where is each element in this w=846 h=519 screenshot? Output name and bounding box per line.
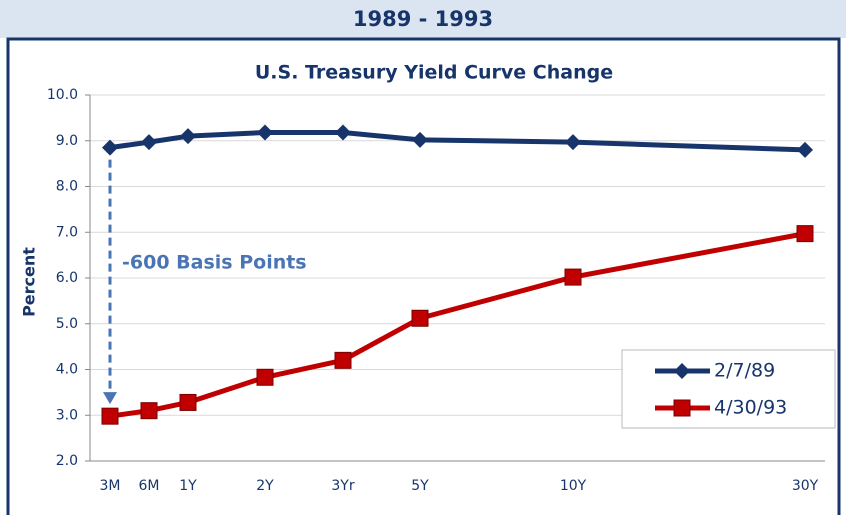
plot: 2.0 3.0 4.0 5.0 6.0 7.0 8.0 9.0 10.0 3M 6M 1Y 2Y 3Yr 5… [47,87,825,494]
legend-box [621,349,836,429]
annotation: -600 Basis Points [122,252,307,274]
data-point [335,124,351,141]
data-point [797,141,813,158]
y-tick-label: 2.0 [56,453,78,469]
y-tick-label: 9.0 [56,133,78,149]
legend: 2/7/89 4/30/93 [621,349,836,429]
y-tick-label: 3.0 [56,407,78,423]
x-tick-label: 3Yr [331,478,354,494]
x-tick-label: 6M [139,478,160,494]
data-point [334,351,352,369]
legend-label: 2/7/89 [714,360,775,382]
x-tick-label: 30Y [792,478,819,494]
y-tick-label: 4.0 [56,362,78,378]
y-axis-label: Percent [20,247,39,317]
data-point [256,368,274,386]
y-tick-label: 6.0 [56,270,78,286]
data-point [796,225,814,243]
header-band [0,0,846,38]
x-tick-label: 10Y [560,478,587,494]
legend-label: 4/30/93 [714,397,787,419]
data-point [141,134,157,151]
y-tick-label: 8.0 [56,179,78,195]
data-point [673,399,691,417]
y-tick-label: 10.0 [47,87,78,103]
data-point [101,407,119,425]
annotation-arrowhead [103,392,117,405]
data-point [140,402,158,420]
data-point [102,139,118,156]
data-point [411,309,429,327]
data-point [257,124,273,141]
header-title: 1989 - 1993 [353,7,493,31]
data-point [564,268,582,286]
y-tick-label: 5.0 [56,316,78,332]
data-point [179,393,197,411]
x-tick-label: 5Y [411,478,429,494]
frame [6,37,841,515]
x-tick-label: 3M [100,478,121,494]
data-point [565,134,581,151]
y-tick-label: 7.0 [56,224,78,240]
data-point [674,363,690,379]
data-point [180,128,196,145]
x-tick-label: 1Y [179,478,197,494]
x-tick-label: 2Y [256,478,274,494]
data-point [412,131,428,148]
chart-title: U.S. Treasury Yield Curve Change [255,62,613,84]
